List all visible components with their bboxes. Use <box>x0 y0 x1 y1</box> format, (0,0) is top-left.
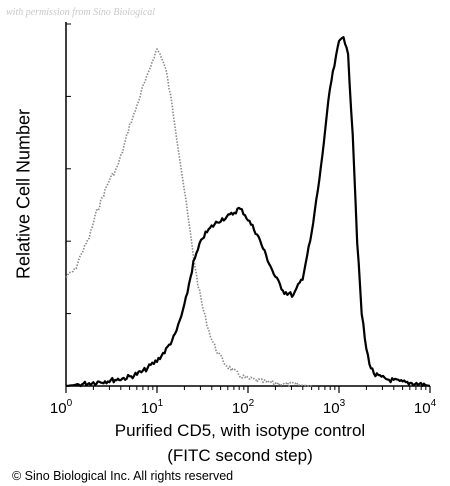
x-tick-label: 101 <box>141 398 164 417</box>
watermark-text: with permission from Sino Biological <box>6 7 156 18</box>
x-tick-label: 100 <box>50 398 73 417</box>
x-tick-label: 102 <box>232 398 255 417</box>
x-axis-label-line2: (FITC second step) <box>167 446 313 465</box>
copyright-text: © Sino Biological Inc. All rights reserv… <box>12 469 234 483</box>
y-axis-label: Relative Cell Number <box>13 108 34 280</box>
x-tick-label: 103 <box>323 398 346 417</box>
x-tick-label: 104 <box>414 398 437 417</box>
isotype-control-histogram-line <box>65 48 312 387</box>
cd5-histogram-line <box>65 36 431 388</box>
x-axis-label-line1: Purified CD5, with isotype control <box>114 421 366 440</box>
